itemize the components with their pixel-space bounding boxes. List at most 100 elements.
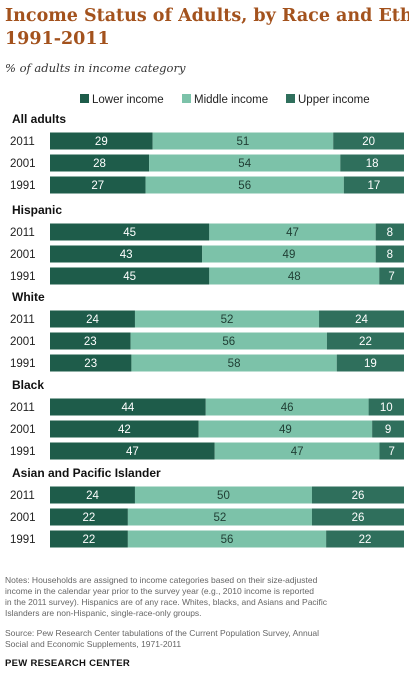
bar-row: 2001 28 54 18 [10,154,404,172]
bar-value-label: 24 [86,314,99,326]
bar-value-label: 47 [126,446,139,458]
bar-segment [50,176,146,194]
bar-value-label: 43 [120,249,133,261]
bar-row: 2001 42 49 9 [10,420,404,438]
source-line: Source: Pew Research Center tabulations … [5,628,319,638]
chart-title-line-1: Income Status of Adults, by Race and Eth… [5,6,409,26]
bar-value-label: 18 [366,158,379,170]
bar-segment [50,508,128,526]
bar-value-label: 44 [121,402,134,414]
bar-value-label: 24 [86,490,99,502]
bar-value-label: 7 [388,271,394,283]
bar-segment [375,223,404,241]
bar-row: 2011 24 52 24 [10,310,404,328]
bar-value-label: 29 [95,136,108,148]
bar-value-label: 22 [359,534,372,546]
bar-segment [134,486,312,504]
bar-value-label: 23 [84,336,97,348]
bar-segment [340,154,404,172]
bar-value-label: 22 [83,512,96,524]
notes-line: income in the calendar year prior to the… [5,586,314,596]
bar-row: 2001 23 56 22 [10,332,404,350]
bar-segment [50,245,203,263]
bar-segment [127,530,327,548]
bar-value-label: 47 [286,227,299,239]
bar-segment [311,486,404,504]
row-year-label: 2011 [10,136,35,148]
bar-segment [333,132,404,150]
bar-row: 2011 29 51 20 [10,132,404,150]
bar-row: 1991 47 47 7 [10,442,404,460]
legend-label-1: Lower income [92,94,164,106]
bar-segment [50,310,135,328]
bar-value-label: 51 [237,136,250,148]
row-year-label: 2011 [10,402,35,414]
bar-segment [50,132,153,150]
row-year-label: 2001 [10,424,36,436]
notes-line: in the 2011 survey). Hispanics are of an… [5,597,328,607]
source-line: Social and Economic Supplements, 1971-20… [5,639,181,649]
row-year-label: 1991 [10,446,36,458]
bar-value-label: 22 [359,336,372,348]
bar-segment [50,530,128,548]
bar-value-label: 26 [352,490,365,502]
bar-segment [50,332,131,350]
bar-segment [205,398,369,416]
group: Hispanic 2011 45 47 8 2001 43 49 8 1991 45 48 7 [10,203,404,285]
bar-value-label: 52 [221,314,234,326]
bar-segment [50,354,132,372]
chart-title-line-2: 1991-2011 [5,29,110,49]
bar-value-label: 58 [228,358,241,370]
bar-row: 2011 45 47 8 [10,223,404,241]
group: White 2011 24 52 24 2001 23 56 22 1991 23 58 19 [10,290,404,372]
bar-value-label: 22 [83,534,96,546]
bar-value-label: 20 [362,136,375,148]
bar-value-label: 49 [279,424,292,436]
bar-value-label: 50 [217,490,230,502]
bar-value-label: 28 [93,158,106,170]
bar-value-label: 26 [352,512,365,524]
legend-swatch-1 [80,94,89,103]
group: All adults 2011 29 51 20 2001 28 54 18 1991 27 56 17 [10,112,404,194]
bar-value-label: 46 [281,402,294,414]
bar-segment [379,442,404,460]
legend-label-2: Middle income [194,94,268,106]
bar-value-label: 56 [222,336,235,348]
legend: Lower income Middle income Upper income [80,94,370,106]
row-year-label: 1991 [10,180,36,192]
bar-segment [131,354,337,372]
bar-value-label: 52 [214,512,227,524]
row-year-label: 2001 [10,158,36,170]
bar-segment [127,508,312,526]
bar-value-label: 47 [291,446,304,458]
bar-segment [326,530,404,548]
bar-value-label: 56 [221,534,234,546]
bar-value-label: 48 [288,271,301,283]
bar-segment [319,310,404,328]
bar-value-label: 49 [283,249,296,261]
stacked-bars: All adults 2011 29 51 20 2001 28 54 18 1991 27 56 17… [10,112,404,548]
row-year-label: 2011 [10,227,35,239]
bar-value-label: 9 [385,424,391,436]
bar-segment [209,223,376,241]
bar-segment [50,486,135,504]
bar-segment [336,354,404,372]
bar-segment [311,508,404,526]
bar-value-label: 45 [123,227,136,239]
bar-segment [50,267,210,285]
bar-segment [379,267,404,285]
bar-segment [145,176,344,194]
bar-value-label: 8 [387,249,393,261]
group-title: Hispanic [12,203,62,217]
bar-row: 2011 44 46 10 [10,398,404,416]
legend-swatch-2 [182,94,191,103]
bar-row: 2001 22 52 26 [10,508,404,526]
bar-value-label: 8 [387,227,393,239]
bar-segment [343,176,404,194]
bar-segment [152,132,334,150]
chart-subtitle: % of adults in income category [5,61,186,75]
bar-segment [372,420,404,438]
bar-value-label: 7 [389,446,395,458]
bar-segment [134,310,320,328]
